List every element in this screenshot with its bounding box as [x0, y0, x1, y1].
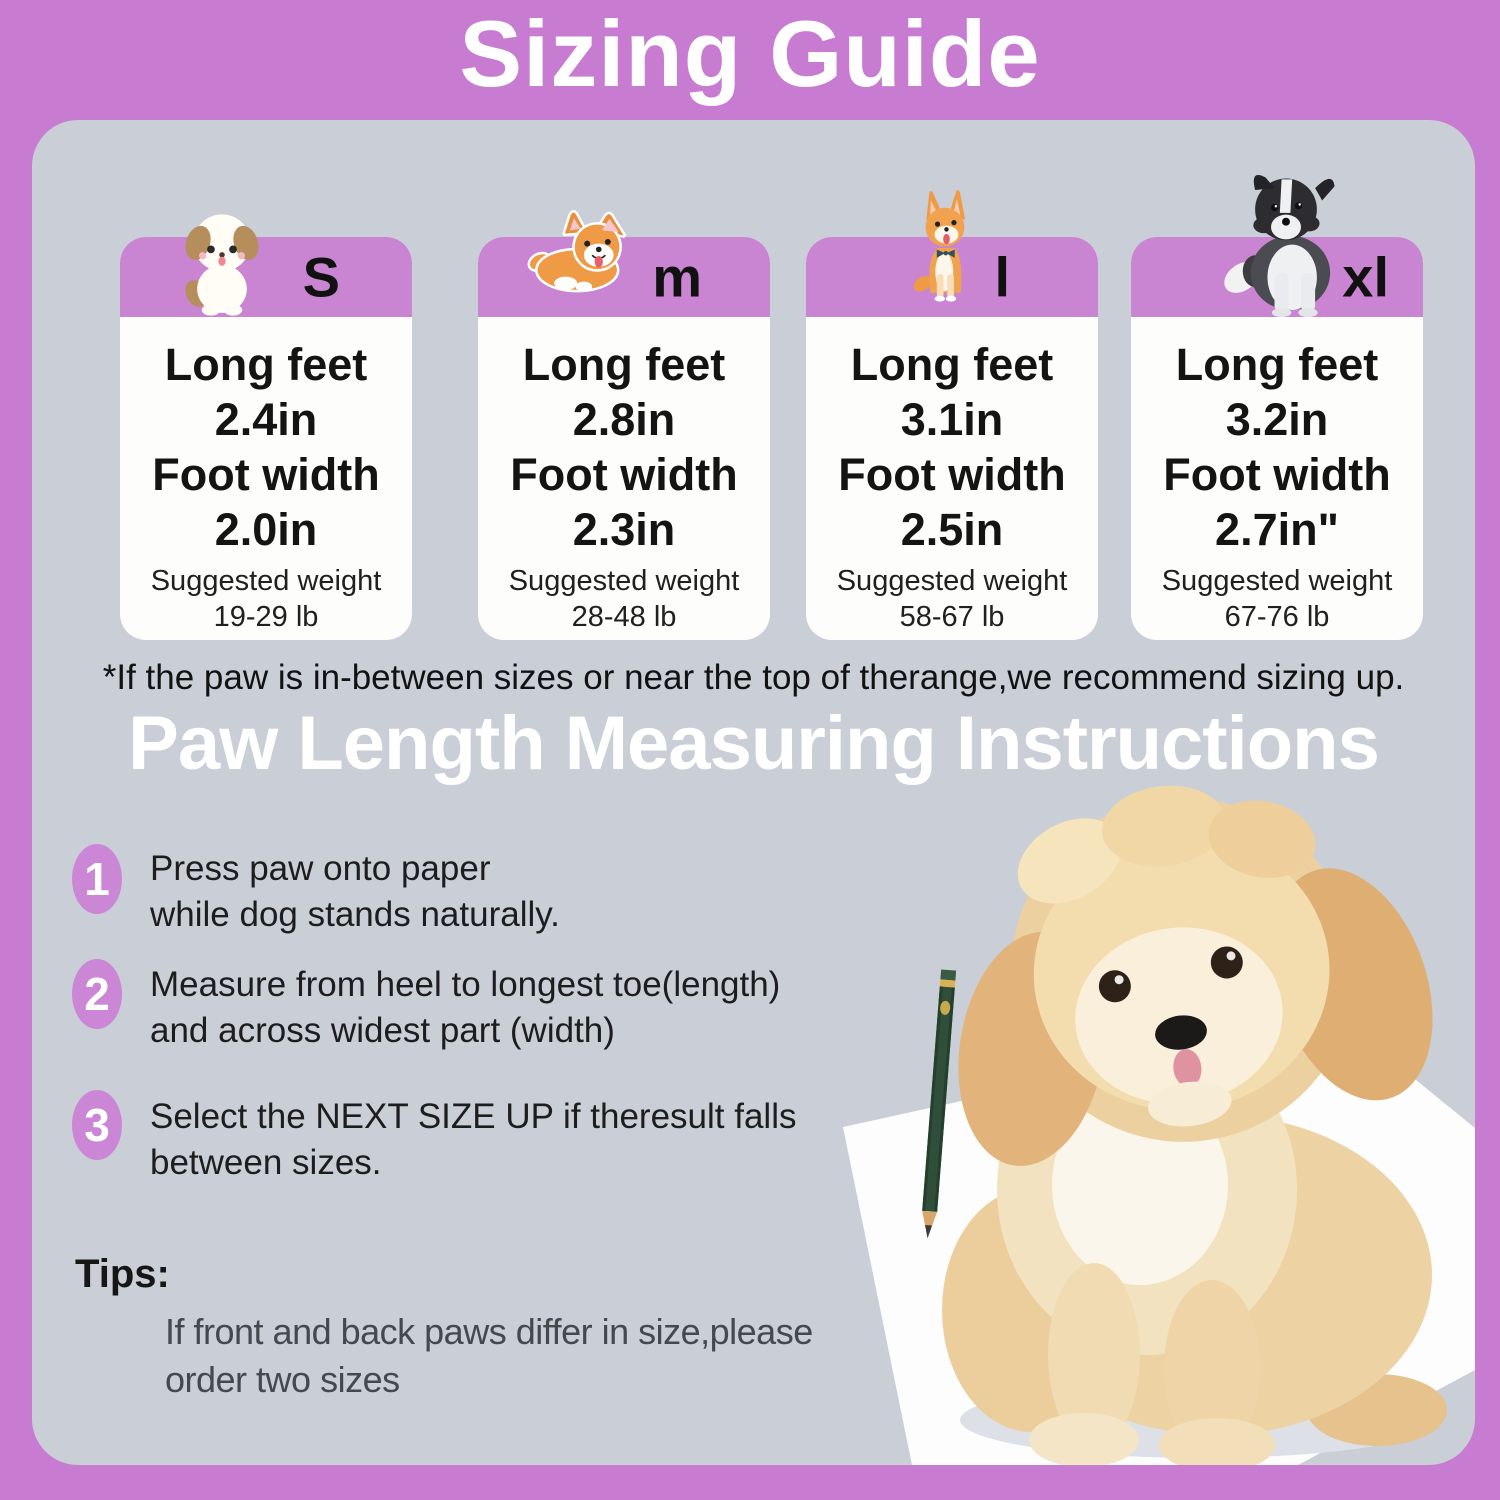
- step-line: between sizes.: [150, 1143, 382, 1182]
- size-card-specs: Long feet 2.4in Foot width 2.0in Suggest…: [120, 317, 412, 635]
- sizing-range-note: *If the paw is in-between sizes or near …: [102, 658, 1405, 697]
- step-line: and across widest part (width): [150, 1011, 615, 1050]
- suggested-weight-value: 58-67 lb: [899, 601, 1005, 633]
- long-feet-label: Long feet: [522, 339, 726, 390]
- size-card-header: S: [120, 214, 412, 317]
- foot-width-value: 2.7in": [1215, 504, 1339, 555]
- size-card-specs: Long feet 3.2in Foot width 2.7in" Sugges…: [1131, 317, 1423, 635]
- long-feet-label: Long feet: [1175, 339, 1379, 390]
- suggested-weight-label: Suggested weight: [508, 565, 740, 597]
- foot-width-value: 2.0in: [214, 504, 318, 555]
- step-number: 2: [84, 968, 110, 1020]
- long-feet-value: 3.1in: [900, 394, 1004, 445]
- size-card-xl: xl Long feet 3.2in Foot width 2.7in" Sug…: [1131, 174, 1423, 640]
- size-card-m: m Long feet 2.8in Foot width 2.3in Sugge…: [478, 210, 770, 640]
- pencil-illustration: [922, 969, 957, 1239]
- measuring-instructions-heading: Paw Length Measuring Instructions: [128, 701, 1380, 786]
- suggested-weight-value: 28-48 lb: [571, 601, 677, 633]
- foot-width-label: Foot width: [510, 449, 738, 500]
- long-feet-value: 3.2in: [1225, 394, 1329, 445]
- step-line: Measure from heel to longest toe(length): [150, 965, 781, 1004]
- size-card-s: S Long feet 2.4in Foot width 2.0in Sugge…: [120, 214, 412, 640]
- size-card-l: l Long feet 3.1in Foot width 2.5in Sugge…: [806, 190, 1098, 640]
- step-2-text: Measure from heel to longest toe(length)…: [150, 962, 780, 1054]
- foot-width-label: Foot width: [838, 449, 1066, 500]
- long-feet-value: 2.8in: [572, 394, 676, 445]
- step-3-text: Select the NEXT SIZE UP if theresult fal…: [150, 1094, 796, 1186]
- step-number: 1: [84, 853, 110, 905]
- size-letter: xl: [1342, 245, 1389, 309]
- size-card-header: xl: [1131, 174, 1423, 317]
- long-feet-value: 2.4in: [214, 394, 318, 445]
- size-card-header: l: [806, 190, 1098, 317]
- suggested-weight-label: Suggested weight: [150, 565, 382, 597]
- step-line: Press paw onto paper: [150, 849, 491, 888]
- long-feet-label: Long feet: [850, 339, 1054, 390]
- puppy-photo: [942, 785, 1447, 1465]
- step-1-text: Press paw onto paper while dog stands na…: [150, 846, 560, 938]
- suggested-weight-label: Suggested weight: [1161, 565, 1393, 597]
- photo-scene: [843, 785, 1475, 1465]
- border-collie-dog-icon: [1224, 174, 1335, 317]
- step-1-number-badge: 1: [72, 844, 122, 914]
- tips-text: If front and back paws differ in size,pl…: [165, 1308, 813, 1404]
- step-2-number-badge: 2: [72, 959, 122, 1029]
- size-letter: l: [994, 245, 1010, 309]
- foot-width-label: Foot width: [1163, 449, 1391, 500]
- foot-width-label: Foot width: [152, 449, 380, 500]
- tips-line: If front and back paws differ in size,pl…: [165, 1311, 813, 1352]
- step-number: 3: [84, 1099, 110, 1151]
- step-line: Select the NEXT SIZE UP if theresult fal…: [150, 1097, 797, 1136]
- shih-tzu-dog-icon: [185, 214, 259, 316]
- long-feet-label: Long feet: [164, 339, 368, 390]
- foot-width-value: 2.5in: [900, 504, 1004, 555]
- suggested-weight-label: Suggested weight: [836, 565, 1068, 597]
- size-letter: S: [302, 245, 340, 309]
- foot-width-value: 2.3in: [572, 504, 676, 555]
- suggested-weight-value: 19-29 lb: [213, 601, 319, 633]
- step-line: while dog stands naturally.: [150, 895, 560, 934]
- size-card-specs: Long feet 2.8in Foot width 2.3in Suggest…: [478, 317, 770, 635]
- page-title: Sizing Guide: [459, 1, 1041, 106]
- tips-label: Tips:: [75, 1252, 170, 1296]
- tips-line: order two sizes: [165, 1359, 400, 1400]
- step-3-number-badge: 3: [72, 1090, 122, 1160]
- suggested-weight-value: 67-76 lb: [1224, 601, 1330, 633]
- corgi-bowtie-dog-icon: [913, 190, 966, 302]
- content-panel: S Long feet 2.4in Foot width 2.0in Sugge…: [32, 120, 1475, 1465]
- size-letter: m: [652, 245, 702, 309]
- corgi-lying-dog-icon: [527, 210, 627, 293]
- size-card-specs: Long feet 3.1in Foot width 2.5in Suggest…: [806, 317, 1098, 635]
- size-card-header: m: [478, 210, 770, 317]
